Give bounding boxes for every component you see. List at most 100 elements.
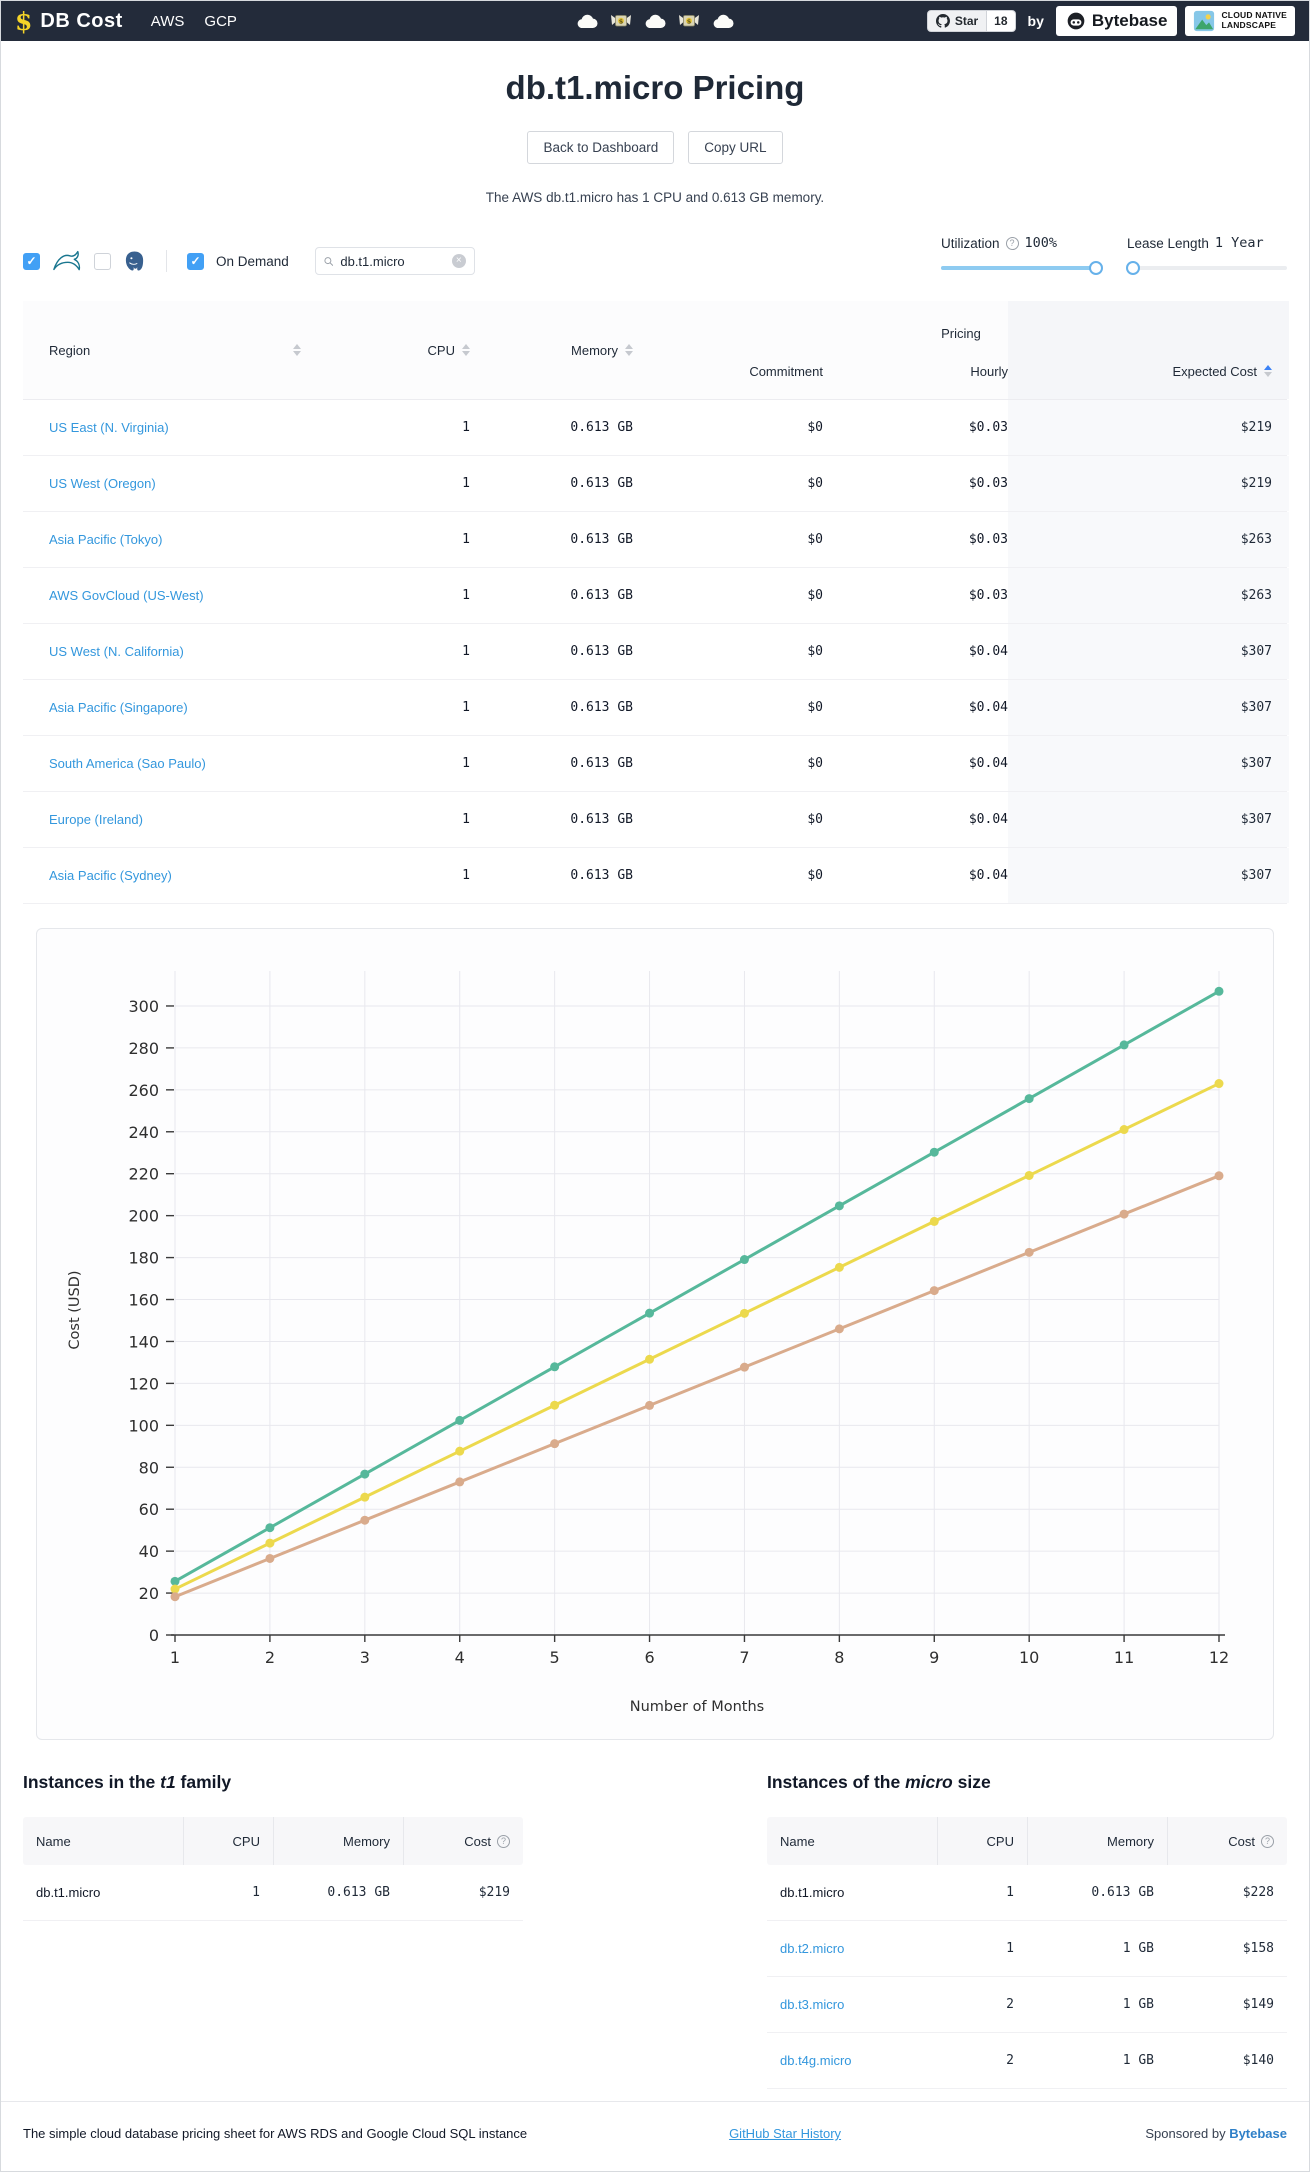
utilization-slider[interactable] xyxy=(941,261,1103,275)
by-label: by xyxy=(1027,13,1044,29)
instance-name[interactable]: db.t4g.micro xyxy=(780,2053,852,2068)
size-col-cost: Cost xyxy=(1167,1817,1287,1865)
utilization-label: Utilization xyxy=(941,235,1000,251)
cloud-native-landscape-link[interactable]: CLOUD NATIVE LANDSCAPE xyxy=(1185,6,1295,36)
region-sort-icon[interactable] xyxy=(293,344,301,356)
pricing-table-header: Region CPU Memory Pricing Commitment xyxy=(23,301,1289,400)
nav-item-aws[interactable]: AWS xyxy=(150,12,185,30)
back-to-dashboard-button[interactable]: Back to Dashboard xyxy=(527,131,675,164)
memory-cell: 0.613 GB xyxy=(570,700,633,715)
cpu-sort-icon[interactable] xyxy=(462,344,470,356)
memory-cell: 0.613 GB xyxy=(570,868,633,883)
on-demand-checkbox[interactable] xyxy=(187,252,204,270)
hourly-header-label: Hourly xyxy=(970,363,1008,379)
region-link[interactable]: South America (Sao Paulo) xyxy=(49,756,206,771)
footer: The simple cloud database pricing sheet … xyxy=(1,2101,1309,2171)
cloud-icon xyxy=(711,12,735,30)
star-count-badge[interactable]: 18 xyxy=(987,10,1016,32)
pricing-table-row: AWS GovCloud (US-West) 1 0.613 GB $0 $0.… xyxy=(23,568,1289,624)
lease-length-slider[interactable] xyxy=(1126,261,1287,275)
lease-length-label: Lease Length xyxy=(1127,235,1209,251)
pricing-group-label: Pricing xyxy=(941,326,981,341)
utilization-slider-thumb[interactable] xyxy=(1089,261,1103,275)
cpu-cell: 1 xyxy=(462,532,470,547)
region-link[interactable]: Asia Pacific (Singapore) xyxy=(49,700,188,715)
column-header-memory[interactable]: Memory xyxy=(470,301,633,399)
region-cell[interactable]: US West (N. California) xyxy=(23,624,353,679)
copy-url-button[interactable]: Copy URL xyxy=(688,131,783,164)
region-link[interactable]: Asia Pacific (Sydney) xyxy=(49,868,172,883)
lease-length-slider-track[interactable] xyxy=(1127,266,1287,270)
cost-line-chart[interactable]: 0 20 40 60 80 100 120 140 160 180 200 220 240 260 280 3… xyxy=(53,943,1257,1733)
instance-description: The AWS db.t1.micro has 1 CPU and 0.613 … xyxy=(485,190,825,205)
memory-sort-icon[interactable] xyxy=(625,344,633,356)
logo-text: DB Cost xyxy=(40,9,123,32)
region-link[interactable]: AWS GovCloud (US-West) xyxy=(49,588,204,603)
instance-name[interactable]: db.t1.micro xyxy=(36,1885,101,1900)
region-link[interactable]: US West (Oregon) xyxy=(49,476,156,491)
svg-text:140: 140 xyxy=(128,1332,159,1351)
search-input[interactable] xyxy=(340,253,445,269)
github-star-history-link[interactable]: GitHub Star History xyxy=(729,2126,842,2141)
landscape-line2: LANDSCAPE xyxy=(1221,20,1277,30)
commitment-cell: $0 xyxy=(807,644,823,659)
region-cell[interactable]: Europe (Ireland) xyxy=(23,792,353,847)
instance-name[interactable]: db.t3.micro xyxy=(780,1997,845,2012)
family-col-memory: Memory xyxy=(273,1817,403,1865)
instance-memory: 0.613 GB xyxy=(327,1885,390,1900)
filter-row: On Demand Utilization 100% xyxy=(1,235,1309,275)
region-cell[interactable]: Asia Pacific (Tokyo) xyxy=(23,512,353,567)
dbcost-logo[interactable]: $ DB Cost xyxy=(15,9,123,34)
region-cell[interactable]: US West (Oregon) xyxy=(23,456,353,511)
lease-length-slider-thumb[interactable] xyxy=(1126,261,1140,275)
region-link[interactable]: Asia Pacific (Tokyo) xyxy=(49,532,163,547)
github-star-widget[interactable]: Star 18 xyxy=(926,10,1016,32)
expected-cost-cell: $263 xyxy=(1008,568,1289,623)
commitment-cell: $0 xyxy=(807,700,823,715)
pricing-table-row: US East (N. Virginia) 1 0.613 GB $0 $0.0… xyxy=(23,400,1289,456)
expected-cost-sort-icon[interactable] xyxy=(1264,365,1272,377)
star-label: Star xyxy=(954,14,979,28)
expected-cost-cell: $307 xyxy=(1008,624,1289,679)
region-cell[interactable]: Asia Pacific (Sydney) xyxy=(23,848,353,903)
region-link[interactable]: US West (N. California) xyxy=(49,644,184,659)
svg-text:Cost (USD): Cost (USD) xyxy=(67,1270,83,1349)
region-cell[interactable]: South America (Sao Paulo) xyxy=(23,736,353,791)
instance-name[interactable]: db.t1.micro xyxy=(780,1885,845,1900)
size-instances-block: Instances of the micro size Name CPU Mem… xyxy=(767,1772,1287,2089)
cost-help-icon[interactable] xyxy=(497,1834,510,1848)
region-cell[interactable]: AWS GovCloud (US-West) xyxy=(23,568,353,623)
memory-cell: 0.613 GB xyxy=(570,420,633,435)
hourly-cell: $0.04 xyxy=(968,700,1008,715)
region-cell[interactable]: US East (N. Virginia) xyxy=(23,400,353,455)
postgres-elephant-icon xyxy=(123,250,146,273)
region-link[interactable]: US East (N. Virginia) xyxy=(49,420,169,435)
size-col-memory: Memory xyxy=(1027,1817,1167,1865)
cpu-cell: 1 xyxy=(462,812,470,827)
clear-search-icon[interactable] xyxy=(451,254,466,268)
postgres-checkbox[interactable] xyxy=(94,252,111,270)
column-header-expected-cost[interactable]: Expected Cost xyxy=(1008,343,1289,399)
instance-cpu: 2 xyxy=(1006,2053,1014,2068)
size-section-title: Instances of the micro size xyxy=(767,1772,1287,1793)
family-section-title: Instances in the t1 family xyxy=(23,1772,523,1793)
bytebase-logo-link[interactable]: Bytebase xyxy=(1055,6,1178,36)
search-box[interactable] xyxy=(314,247,475,275)
region-cell[interactable]: Asia Pacific (Singapore) xyxy=(23,680,353,735)
memory-cell: 0.613 GB xyxy=(570,812,633,827)
cpu-cell: 1 xyxy=(462,700,470,715)
github-star-button[interactable]: Star xyxy=(926,10,988,32)
utilization-help-icon[interactable] xyxy=(1005,236,1019,250)
column-header-region[interactable]: Region xyxy=(23,301,353,399)
column-header-cpu[interactable]: CPU xyxy=(353,301,470,399)
cpu-header-label: CPU xyxy=(427,342,455,358)
utilization-slider-track[interactable] xyxy=(941,266,1101,270)
region-header-label: Region xyxy=(49,342,91,358)
region-link[interactable]: Europe (Ireland) xyxy=(49,812,143,827)
cost-help-icon[interactable] xyxy=(1261,1834,1274,1848)
sponsor-link[interactable]: Bytebase xyxy=(1229,2126,1287,2141)
nav-item-gcp[interactable]: GCP xyxy=(204,12,237,30)
pricing-table-row: South America (Sao Paulo) 1 0.613 GB $0 … xyxy=(23,736,1289,792)
mysql-checkbox[interactable] xyxy=(23,252,40,270)
instance-name[interactable]: db.t2.micro xyxy=(780,1941,845,1956)
